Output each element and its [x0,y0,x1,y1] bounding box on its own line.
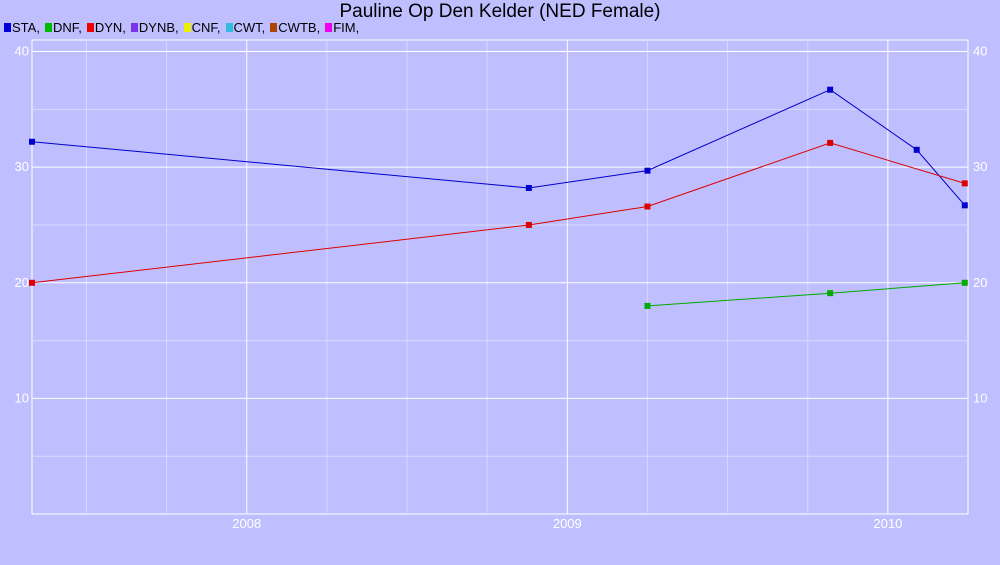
data-point-sta [827,86,834,93]
legend-item: CWTB, [270,20,320,35]
y-tick-label-left: 30 [15,159,29,174]
legend-item: DYNB, [130,20,179,35]
data-point-sta [29,138,35,145]
legend-swatch [44,23,52,32]
legend-label: FIM, [333,20,360,35]
legend-label: STA, [12,20,40,35]
x-tick-label: 2010 [873,516,902,531]
y-tick-label-right: 30 [973,159,987,174]
data-point-dnf [827,290,834,297]
legend-item: DYN, [86,20,126,35]
legend-label: DNF, [52,20,82,35]
legend-swatch [325,23,333,32]
legend-swatch [225,23,233,32]
data-point-dnf [644,302,651,309]
y-tick-label-right: 10 [973,390,987,405]
legend-item: STA, [4,20,40,35]
y-tick-label-right: 40 [973,44,987,59]
chart-title: Pauline Op Den Kelder (NED Female) [339,1,661,22]
legend-item: CWT, [225,20,266,35]
legend-label: DYNB, [138,20,179,35]
data-point-dyn [29,279,35,286]
y-tick-label-left: 20 [15,275,29,290]
legend-swatch [86,23,94,32]
legend: STA, DNF, DYN, DYNB, CNF, CWT, CWTB, FIM, [4,20,364,35]
x-tick-label: 2008 [232,516,261,531]
y-tick-label-left: 10 [15,390,29,405]
series-line-dnf [647,282,965,307]
legend-swatch [270,23,278,32]
data-point-sta [525,184,532,191]
legend-item: DNF, [44,20,82,35]
data-point-dyn [644,203,651,210]
y-tick-label-left: 40 [15,44,29,59]
data-point-sta [913,146,920,153]
legend-swatch [130,23,138,32]
legend-swatch [183,23,191,32]
legend-label: CNF, [191,20,221,35]
data-point-dnf [961,279,968,286]
data-point-dyn [525,221,532,228]
legend-item: FIM, [325,20,359,35]
grid-lines [31,39,969,515]
series-line-dyn [31,142,965,284]
x-tick-label: 2009 [553,516,582,531]
data-point-dyn [827,139,834,146]
legend-swatch [4,23,11,32]
series-lines [29,86,968,309]
series-line-sta [31,89,966,206]
data-point-sta [644,167,651,174]
tick-labels: 10 10 20 20 30 30 40 40 2008 2009 2010 [15,44,988,531]
legend-label: CWTB, [278,20,321,35]
legend-label: DYN, [94,20,126,35]
data-point-dyn [961,180,968,187]
legend-item: CNF, [183,20,221,35]
legend-label: CWT, [233,20,266,35]
y-tick-label-right: 20 [973,275,987,290]
plot-border [31,39,969,515]
data-point-sta [961,202,968,209]
